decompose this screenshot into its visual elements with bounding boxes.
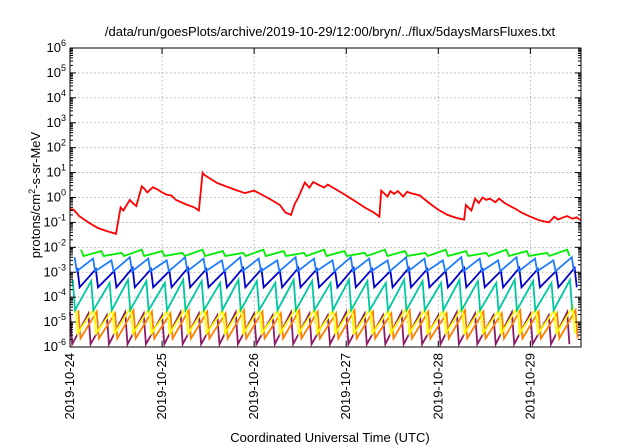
x-tick-label: 2019-10-24 [62, 353, 77, 420]
series-line-5 [71, 276, 574, 314]
x-axis-label: Coordinated Universal Time (UTC) [230, 430, 429, 445]
y-tick-label: 10-5 [44, 312, 66, 329]
series-line-1 [69, 170, 582, 235]
series-layer [69, 170, 582, 348]
x-tick-label: 2019-10-28 [430, 353, 445, 420]
y-tick-label: 10-2 [44, 237, 66, 254]
y-axis-label: protons/cm2-s-sr-MeV [27, 131, 43, 258]
y-tick-label: 101 [47, 163, 66, 180]
x-tick-labels: 2019-10-24 2019-10-25 2019-10-26 2019-10-27… [62, 353, 537, 420]
y-tick-label: 10-3 [44, 262, 66, 279]
y-tick-label: 102 [47, 138, 66, 155]
series-line-2 [80, 248, 571, 258]
chart-title: /data/run/goesPlots/archive/2019-10-29/1… [105, 24, 556, 39]
y-tick-label: 100 [47, 188, 66, 205]
plot-frame [69, 47, 582, 348]
y-tick-label: 103 [47, 113, 66, 130]
y-tick-label: 10-1 [44, 212, 66, 229]
grid [70, 48, 581, 347]
series-line-6 [74, 304, 576, 337]
y-tick-label: 104 [47, 88, 66, 105]
y-tick-label: 10-6 [44, 337, 66, 354]
series-line-4 [76, 265, 578, 290]
series-line-3 [73, 255, 575, 273]
x-tick-label: 2019-10-25 [154, 353, 169, 420]
y-tick-labels: 10-6 10-5 10-4 10-3 10-2 10-1 100 101 102 103 104 1… [44, 38, 66, 354]
y-tick-label: 106 [47, 38, 66, 55]
x-tick-label: 2019-10-27 [338, 353, 353, 420]
x-tick-label: 2019-10-26 [246, 353, 261, 420]
x-tick-label: 2019-10-29 [522, 353, 537, 420]
y-tick-label: 105 [47, 63, 66, 80]
y-tick-label: 10-4 [44, 287, 66, 304]
